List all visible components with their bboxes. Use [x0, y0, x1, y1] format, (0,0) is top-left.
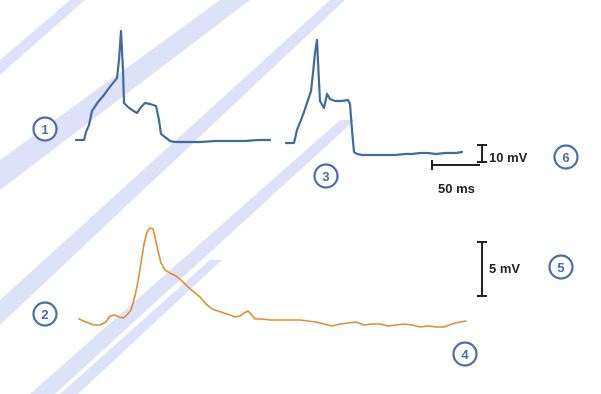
- scale-bar-5mv: [477, 241, 487, 297]
- marker-2-label: 2: [41, 307, 48, 322]
- marker-3: 3: [313, 163, 339, 189]
- scale-bar-50ms: [431, 160, 480, 170]
- marker-6-label: 6: [562, 150, 569, 165]
- scale-bar-10mv: [477, 144, 487, 163]
- scale-label-5mv: 5 mV: [489, 261, 520, 276]
- scale-label-50ms: 50 ms: [438, 181, 475, 196]
- marker-5: 5: [548, 254, 574, 280]
- marker-1: 1: [32, 116, 58, 142]
- marker-4-label: 4: [461, 347, 469, 362]
- watermark-stripe-2: [0, 0, 345, 325]
- marker-1-label: 1: [41, 122, 48, 137]
- blue-trace-3: [284, 38, 464, 157]
- watermark: [0, 0, 355, 394]
- marker-4: 4: [452, 341, 478, 367]
- scale-label-10mv: 10 mV: [489, 150, 528, 165]
- watermark-stripe-1: [0, 0, 250, 190]
- marker-5-label: 5: [557, 260, 564, 275]
- blue-trace-1: [74, 29, 272, 144]
- marker-3-label: 3: [322, 169, 329, 184]
- marker-2: 2: [32, 301, 58, 327]
- watermark-stripe-4: [0, 0, 85, 75]
- watermark-stripe-3: [30, 120, 355, 394]
- orange-trace: [78, 227, 467, 328]
- marker-6: 6: [553, 144, 579, 170]
- watermark-stripe-5: [60, 260, 222, 394]
